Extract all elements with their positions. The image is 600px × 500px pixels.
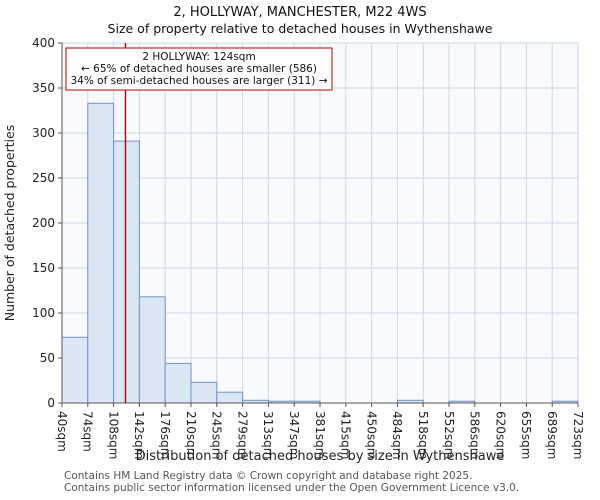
x-tick-label: 415sqm — [339, 411, 353, 459]
y-tick-label: 350 — [32, 81, 55, 95]
x-tick-label: 74sqm — [81, 411, 95, 452]
histogram-svg: 0 50 100 150 200 250 300 350 400 40sqm 74sqm 108sqm… — [2, 37, 585, 464]
chart-subtitle: Size of property relative to detached ho… — [107, 21, 493, 36]
x-tick-label: 381sqm — [313, 411, 327, 459]
annotation-text: 2 HOLLYWAY: 124sqm — [142, 51, 255, 63]
y-tick-label: 250 — [32, 171, 55, 185]
y-tick-label: 50 — [40, 351, 55, 365]
x-tick-label: 108sqm — [106, 411, 120, 459]
x-tick-label: 279sqm — [235, 411, 249, 459]
x-tick-label: 586sqm — [468, 411, 482, 459]
x-tick-label: 552sqm — [442, 411, 456, 459]
x-tick-label: 518sqm — [416, 411, 430, 459]
histogram-chart: 0 50 100 150 200 250 300 350 400 40sqm 74sqm 108sqm… — [0, 37, 600, 471]
x-tick-label: 313sqm — [261, 411, 275, 459]
x-tick-label: 620sqm — [493, 411, 507, 459]
histogram-bar — [190, 381, 218, 404]
x-tick-label: 40sqm — [55, 411, 69, 452]
x-tick-label: 450sqm — [364, 411, 378, 459]
x-tick-label: 245sqm — [210, 411, 224, 459]
x-tick-label: 210sqm — [184, 411, 198, 459]
y-tick-label: 0 — [47, 396, 55, 410]
x-tick-label: 142sqm — [132, 411, 146, 459]
annotation-text: ← 65% of detached houses are smaller (58… — [81, 63, 317, 75]
chart-header: 2, HOLLYWAY, MANCHESTER, M22 4WS Size of… — [0, 0, 600, 37]
attribution-footer: Contains HM Land Registry data © Crown c… — [0, 470, 600, 494]
histogram-bar — [164, 362, 192, 404]
y-tick-label: 400 — [32, 37, 55, 50]
x-tick-label: 176sqm — [158, 411, 172, 459]
y-axis-title: Number of detached properties — [2, 125, 17, 322]
x-tick-label: 347sqm — [287, 411, 301, 459]
histogram-bar — [87, 102, 115, 404]
annotation-text: 34% of semi-detached houses are larger (… — [71, 75, 328, 87]
x-tick-label: 723sqm — [571, 411, 585, 459]
y-tick-label: 100 — [32, 306, 55, 320]
x-tick-label: 689sqm — [545, 411, 559, 459]
x-tick-label: 655sqm — [519, 411, 533, 459]
x-axis-title: Distribution of detached houses by size … — [136, 449, 505, 464]
x-tick-label: 484sqm — [390, 411, 404, 459]
histogram-bar — [216, 391, 244, 404]
histogram-bar — [113, 140, 140, 404]
histogram-bar — [61, 336, 89, 404]
attribution-line-2: Contains public sector information licen… — [64, 481, 520, 494]
y-tick-label: 300 — [32, 126, 55, 140]
y-tick-label: 200 — [32, 216, 55, 230]
attribution-line-1: Contains HM Land Registry data © Crown c… — [64, 470, 473, 482]
histogram-bar — [138, 296, 166, 404]
y-tick-label: 150 — [32, 261, 55, 275]
chart-title: 2, HOLLYWAY, MANCHESTER, M22 4WS — [173, 5, 427, 20]
annotation-box — [65, 47, 333, 91]
